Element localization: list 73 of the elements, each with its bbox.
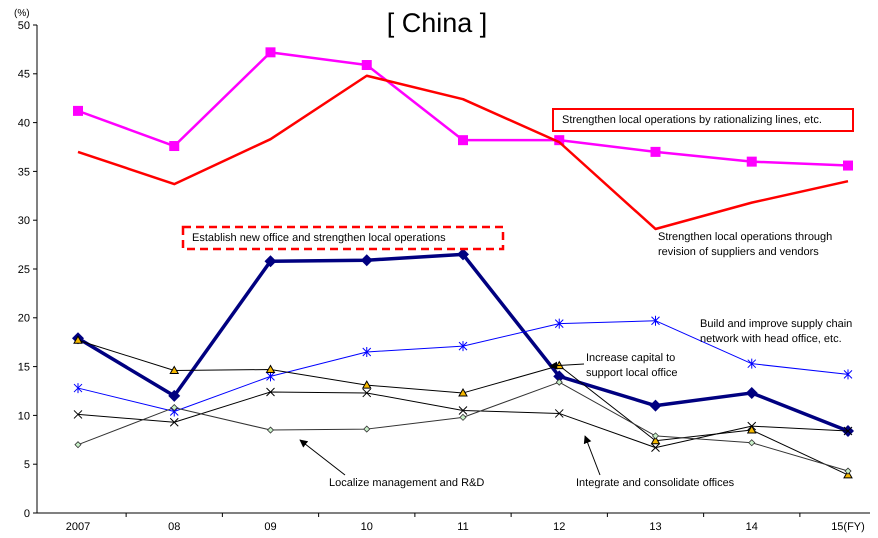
point <box>170 366 179 374</box>
y-tick-label: 30 <box>18 215 30 228</box>
y-tick-label: 0 <box>24 508 30 520</box>
point <box>360 254 373 266</box>
point <box>267 426 274 434</box>
annotation: Strengthen local operations by rationalizing lines, etc. <box>562 114 822 126</box>
point <box>363 426 370 432</box>
point <box>458 406 468 416</box>
line-series <box>76 74 850 230</box>
point <box>554 408 564 418</box>
x-tick-label: 08 <box>168 521 180 533</box>
point <box>844 468 852 474</box>
point <box>362 346 372 358</box>
y-tick-label: 10 <box>18 410 30 422</box>
point <box>266 47 276 58</box>
annotation: Increase capital to support local office <box>586 352 678 379</box>
point <box>460 414 466 421</box>
point <box>264 255 276 268</box>
point <box>747 358 756 370</box>
y-tick-label: 45 <box>18 68 30 81</box>
point <box>170 406 179 417</box>
point <box>650 146 660 157</box>
point <box>458 388 468 396</box>
y-tick-label: 15 <box>18 361 30 374</box>
y-tick-label: 20 <box>18 312 30 325</box>
point <box>362 380 372 389</box>
annotation: Build and improve supply chain network with head office, etc. <box>700 318 852 345</box>
point <box>266 387 275 396</box>
x-tick-label: 09 <box>264 521 277 533</box>
x-tick-label: 11 <box>457 521 469 533</box>
point <box>266 365 275 374</box>
point <box>458 340 468 352</box>
y-axis-title: (%) <box>14 8 30 19</box>
point <box>556 378 563 386</box>
point <box>651 443 660 452</box>
x-tick-label: 14 <box>746 521 758 533</box>
point <box>651 315 660 326</box>
x-tick-label: 15(FY) <box>831 521 865 533</box>
point <box>169 141 180 152</box>
point <box>746 156 757 167</box>
point <box>458 135 468 146</box>
point <box>554 318 564 330</box>
y-tick-label: 50 <box>18 20 30 32</box>
y-tick-label: 5 <box>24 459 30 472</box>
point <box>844 368 852 380</box>
y-tick-label: 25 <box>18 264 30 276</box>
point <box>746 386 758 399</box>
point <box>168 390 180 402</box>
y-tick-label: 35 <box>18 166 30 178</box>
point <box>170 418 179 427</box>
point <box>362 388 372 398</box>
point <box>74 410 82 419</box>
x-tick-label: 12 <box>553 521 566 533</box>
point <box>747 426 756 434</box>
y-tick-label: 40 <box>18 117 30 130</box>
annotation: Localize management and R&D <box>329 477 484 489</box>
point <box>843 160 853 171</box>
point <box>170 404 178 411</box>
chart-title: [ China ] <box>386 8 488 38</box>
x-tick-label: 10 <box>360 521 373 533</box>
point <box>748 439 756 446</box>
point <box>74 382 82 394</box>
annotation: Establish new office and strengthen local operations <box>192 232 446 244</box>
point <box>650 400 662 412</box>
x-tick-label: 13 <box>649 521 662 533</box>
x-tick-label: 2007 <box>66 521 90 533</box>
point <box>747 422 756 431</box>
point <box>652 432 659 440</box>
annotation: Integrate and consolidate offices <box>576 477 735 489</box>
annotation: Strengthen local operations through revision of suppliers and vendors <box>658 231 832 258</box>
point <box>74 441 82 448</box>
point <box>73 106 83 116</box>
point <box>362 60 372 70</box>
